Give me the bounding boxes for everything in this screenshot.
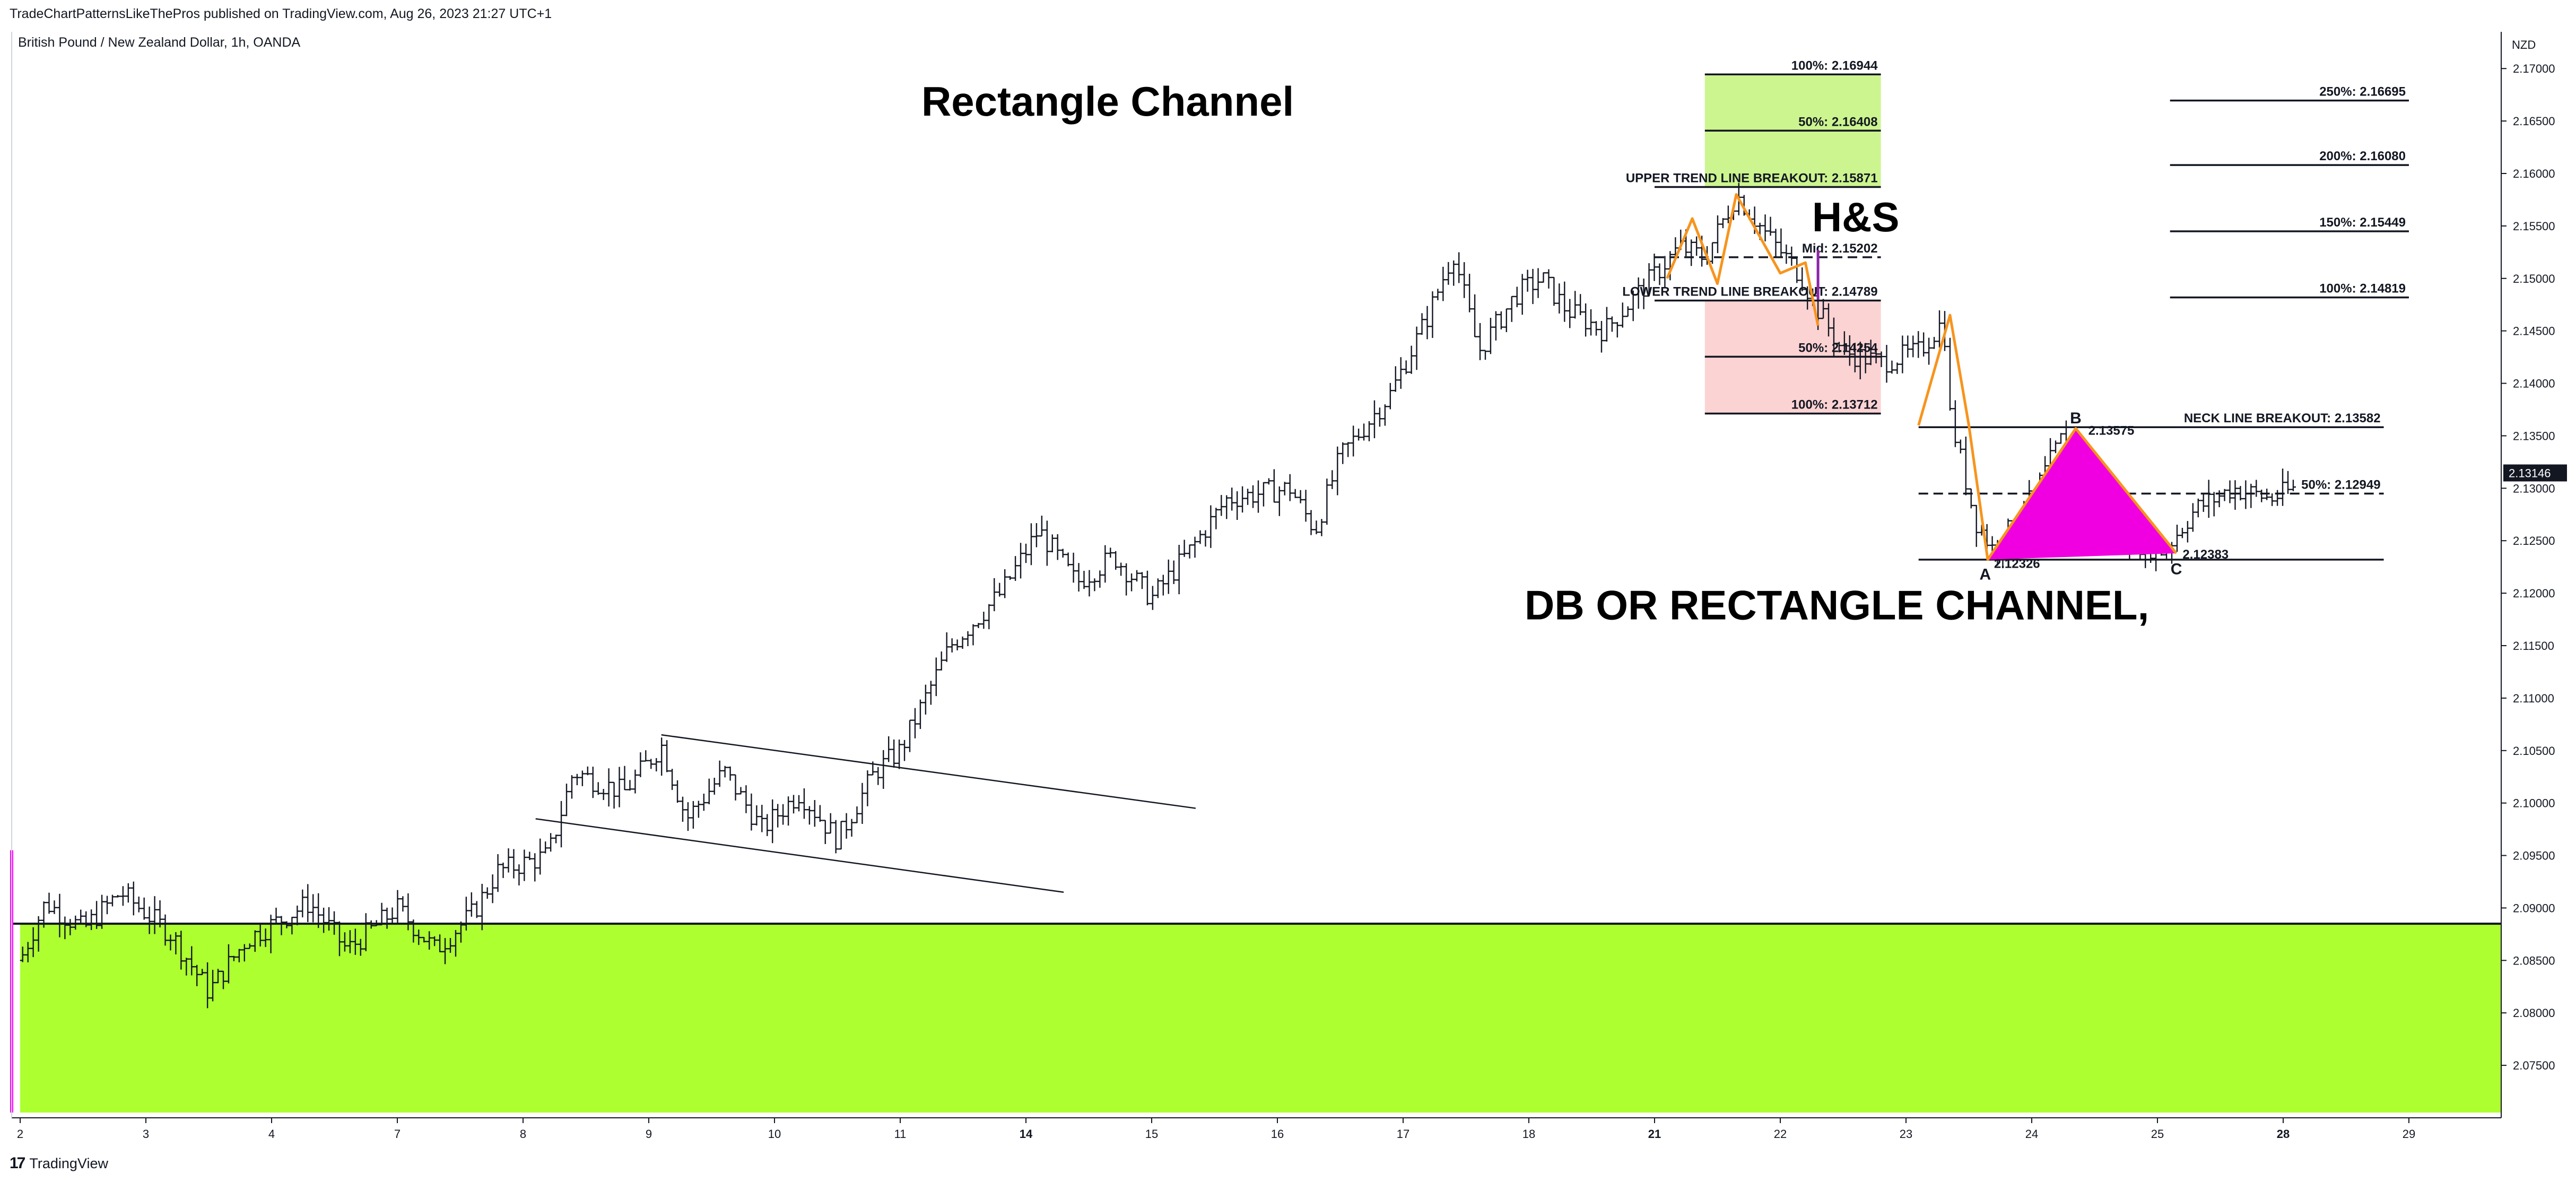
- y-tick-label: 2.15000: [2513, 272, 2555, 285]
- x-tick-label: 7: [394, 1127, 401, 1141]
- x-tick-label: 22: [1774, 1127, 1787, 1141]
- last-price-badge: [2503, 464, 2567, 482]
- db-pattern-line: [1917, 314, 2178, 561]
- y-tick-label: 2.15500: [2513, 220, 2555, 233]
- y-tick-label: 2.13000: [2513, 482, 2555, 495]
- level-label: 200%: 2.16080: [2319, 149, 2406, 163]
- level-label: 50%: 2.16408: [1798, 115, 1877, 129]
- x-tick-label: 3: [143, 1127, 149, 1141]
- x-tick-label: 18: [1522, 1127, 1535, 1141]
- level-label: LOWER TREND LINE BREAKOUT: 2.14789: [1622, 285, 1877, 299]
- y-tick-label: 2.17000: [2513, 62, 2555, 75]
- y-tick-label: 2.12000: [2513, 587, 2555, 600]
- y-tick-label: 2.08000: [2513, 1006, 2555, 1020]
- level-label: Mid: 2.15202: [1802, 241, 1878, 256]
- x-tick-label: 28: [2277, 1127, 2290, 1141]
- chart-annotation: Rectangle Channel: [921, 78, 1294, 125]
- chart-annotation: DB OR RECTANGLE CHANNEL,: [1525, 582, 2149, 629]
- footer-brand-label: TradingView: [29, 1155, 108, 1171]
- level-label: 150%: 2.15449: [2319, 215, 2406, 230]
- pattern-point-label: C: [2171, 561, 2182, 578]
- x-tick-label: 9: [646, 1127, 652, 1141]
- x-tick-label: 11: [894, 1127, 907, 1141]
- level-label: 100%: 2.14819: [2319, 282, 2406, 296]
- pattern-point-value: 2.12326: [1994, 557, 2040, 571]
- support-zone: [20, 924, 2501, 1113]
- x-tick-label: 29: [2403, 1127, 2415, 1141]
- db-triangle: [1988, 428, 2177, 560]
- y-tick-label: 2.14000: [2513, 377, 2555, 390]
- pattern-point-value: 2.12383: [2182, 547, 2229, 562]
- pattern-point-label: A: [1979, 566, 1991, 584]
- y-tick-label: 2.16000: [2513, 167, 2555, 180]
- x-tick-label: 24: [2025, 1127, 2038, 1141]
- channel-trendline: [535, 818, 1064, 893]
- pattern-point-value: 2.13575: [2088, 424, 2135, 438]
- currency-label: NZD: [2512, 38, 2536, 51]
- y-tick-label: 2.11000: [2513, 692, 2554, 705]
- axes-layer: NZD 2.17000 2.16500 2.16000 2.15500 2.15000 2.…: [11, 32, 2567, 1141]
- x-tick-label: 15: [1145, 1127, 1158, 1141]
- x-tick-label: 17: [1397, 1127, 1409, 1141]
- channel-trendline: [661, 734, 1196, 809]
- y-tick-label: 2.11500: [2513, 639, 2554, 653]
- hs-pattern-line: [1666, 193, 1820, 326]
- chart-annotation: H&S: [1812, 194, 1900, 240]
- level-label: 50%: 2.14254: [1798, 341, 1878, 355]
- y-tick-label: 2.13500: [2513, 429, 2555, 442]
- y-tick-label: 2.09500: [2513, 849, 2555, 863]
- x-tick-label: 21: [1648, 1127, 1661, 1141]
- y-tick-label: 2.10000: [2513, 797, 2555, 810]
- attribution: TradeChartPatternsLikeThePros published …: [10, 6, 552, 21]
- x-tick-label: 16: [1271, 1127, 1284, 1141]
- last-price-label: 2.13146: [2509, 466, 2551, 480]
- x-tick-label: 2: [17, 1127, 23, 1141]
- x-tick-label: 10: [768, 1127, 781, 1141]
- y-tick-label: 2.08500: [2513, 954, 2555, 967]
- level-label: 100%: 2.16944: [1791, 58, 1878, 73]
- symbol-title[interactable]: British Pound / New Zealand Dollar, 1h, …: [18, 35, 301, 50]
- level-label: NECK LINE BREAKOUT: 2.13582: [2184, 411, 2381, 425]
- level-label: 50%: 2.12949: [2301, 477, 2380, 492]
- x-tick-label: 4: [268, 1127, 275, 1141]
- y-tick-label: 2.12500: [2513, 534, 2555, 547]
- y-tick-label: 2.10500: [2513, 744, 2555, 758]
- y-tick-label: 2.16500: [2513, 115, 2555, 128]
- y-tick-label: 2.09000: [2513, 901, 2555, 915]
- x-tick-label: 8: [520, 1127, 526, 1141]
- tradingview-logo-icon: 17: [10, 1154, 25, 1172]
- x-tick-label: 23: [1900, 1127, 1912, 1141]
- y-tick-label: 2.14500: [2513, 325, 2555, 338]
- y-tick-label: 2.07500: [2513, 1059, 2555, 1072]
- pattern-point-label: B: [2070, 410, 2082, 427]
- level-label: 250%: 2.16695: [2319, 85, 2406, 99]
- level-label: UPPER TREND LINE BREAKOUT: 2.15871: [1626, 171, 1878, 186]
- level-label: 100%: 2.13712: [1791, 398, 1878, 412]
- x-tick-label: 14: [1020, 1127, 1033, 1141]
- footer-brand[interactable]: 17 TradingView: [10, 1154, 108, 1172]
- x-tick-label: 25: [2151, 1127, 2164, 1141]
- drawings-layer: 100%: 2.16944 50%: 2.16408 UPPER TREND LIN…: [535, 58, 2409, 893]
